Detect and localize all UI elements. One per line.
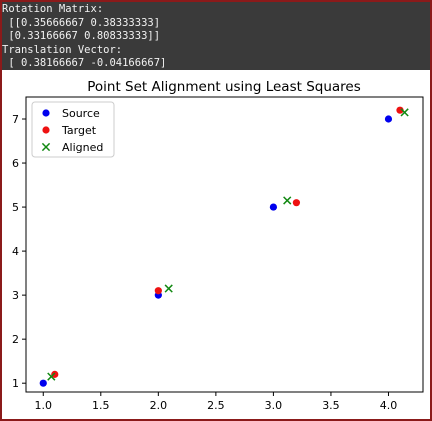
aligned-point [47, 372, 56, 381]
scatter-chart: Point Set Alignment using Least Squares … [12, 79, 424, 412]
console-line: Rotation Matrix: [2, 3, 104, 15]
console-output: Rotation Matrix: [[0.35666667 0.38333333… [2, 2, 430, 70]
x-tick-label: 1.5 [92, 399, 110, 412]
target-point [154, 287, 162, 295]
y-tick-label: 6 [12, 157, 19, 170]
source-point [39, 379, 47, 387]
target-point [292, 199, 301, 207]
x-tick-label: 3.0 [265, 399, 283, 412]
x-tick-label: 2.5 [207, 399, 225, 412]
y-tick-label: 5 [12, 201, 19, 214]
console-line: [[0.35666667 0.38333333] [2, 16, 161, 29]
console-line: [ 0.38166667 -0.04166667] [2, 57, 167, 69]
legend-label: Aligned [62, 141, 103, 154]
legend-label: Target [61, 124, 97, 137]
source-point [269, 203, 278, 211]
legend-source-marker [42, 109, 50, 117]
y-tick-label: 1 [12, 377, 19, 390]
y-tick-label: 3 [12, 289, 19, 302]
plot-output: Point Set Alignment using Least Squares … [2, 70, 430, 419]
target-point [396, 106, 404, 114]
chart-title: Point Set Alignment using Least Squares [87, 79, 361, 95]
legend-label: Source [62, 107, 100, 120]
x-tick-label: 3.5 [322, 399, 340, 412]
legend-box [31, 101, 115, 158]
aligned-point [283, 196, 292, 205]
x-tick-label: 1.0 [35, 399, 53, 412]
legend-target-marker [42, 126, 50, 134]
data-marks [39, 106, 409, 387]
target-point [51, 370, 59, 378]
x-axis: 1.0 1.5 2.0 2.5 3.0 3.5 4.0 [35, 392, 398, 412]
console-line: Translation Vector: [2, 43, 123, 56]
x-tick-label: 2.0 [150, 399, 168, 412]
y-tick-label: 4 [12, 245, 19, 258]
y-tick-label: 7 [12, 113, 19, 126]
legend: Source Target Aligned [31, 101, 115, 158]
aligned-point [164, 284, 173, 293]
plot-area [25, 96, 424, 393]
x-tick-label: 4.0 [380, 399, 398, 412]
legend-aligned-marker [41, 142, 51, 152]
aligned-point [400, 108, 409, 117]
y-tick-label: 2 [12, 333, 19, 346]
console-line: [0.33166667 0.80833333]] [2, 30, 161, 42]
y-axis: 1 2 3 4 5 6 7 [12, 113, 26, 390]
source-point [384, 115, 393, 123]
